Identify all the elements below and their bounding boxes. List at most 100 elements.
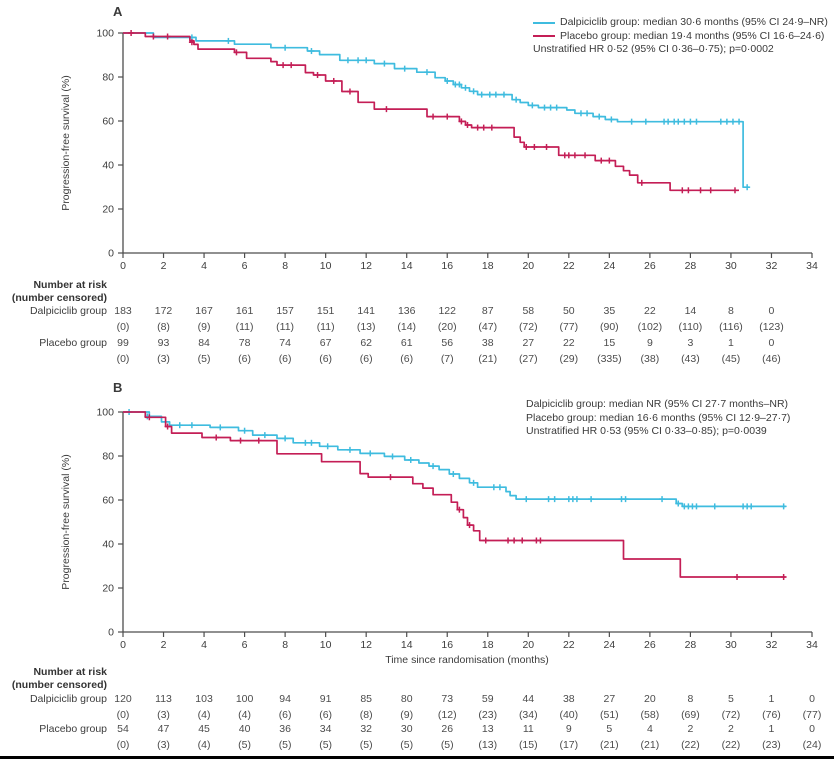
legend-row-placebo-a: Placebo group: median 19·4 months (95% C… bbox=[533, 30, 828, 44]
risk-count-cell: 85 bbox=[360, 693, 373, 705]
risk-censored-cell: (0) bbox=[116, 353, 130, 365]
risk-censored-cell: (69) bbox=[681, 709, 700, 721]
risk-censored-cell: (27) bbox=[518, 353, 538, 365]
legend-text: Dalpiciclib group: median 30·6 months (9… bbox=[560, 16, 828, 28]
legend-text: Unstratified HR 0·53 (95% CI 0·33–0·85);… bbox=[526, 425, 767, 437]
risk-count-cell: 2 bbox=[687, 723, 694, 735]
x-tick-label: 14 bbox=[401, 639, 413, 651]
risk-censored-cell: (51) bbox=[600, 709, 619, 721]
risk-header-line2-b: (number censored) bbox=[11, 679, 107, 691]
risk-count-cell: 22 bbox=[562, 337, 575, 349]
risk-count-cell: 26 bbox=[441, 723, 454, 735]
risk-censored-cell: (8) bbox=[157, 321, 170, 333]
risk-row-label: Placebo group bbox=[39, 723, 107, 735]
risk-censored-cell: (23) bbox=[762, 739, 781, 751]
risk-censored-cell: (17) bbox=[559, 739, 579, 751]
risk-count-cell: 161 bbox=[235, 305, 254, 317]
risk-count-cell: 0 bbox=[809, 693, 815, 705]
risk-censored-cell: (5) bbox=[440, 739, 454, 751]
risk-censored-cell: (43) bbox=[681, 353, 700, 365]
legend-text: Dalpiciclib group: median NR (95% CI 27·… bbox=[526, 398, 789, 410]
risk-censored-cell: (90) bbox=[600, 321, 619, 333]
risk-censored-cell: (6) bbox=[400, 353, 414, 365]
dalpiciclib-line-swatch bbox=[533, 21, 555, 24]
bottom-rule bbox=[0, 756, 834, 759]
x-tick-label: 18 bbox=[482, 260, 494, 272]
risk-censored-cell: (5) bbox=[319, 739, 333, 751]
y-tick-label: 100 bbox=[96, 407, 114, 419]
risk-count-cell: 151 bbox=[316, 305, 335, 317]
risk-censored-cell: (34) bbox=[518, 709, 538, 721]
risk-count-cell: 3 bbox=[687, 337, 694, 349]
risk-censored-cell: (24) bbox=[802, 739, 822, 751]
risk-count-cell: 167 bbox=[195, 305, 213, 317]
legend-panel-a: Dalpiciclib group: median 30·6 months (9… bbox=[533, 16, 828, 57]
y-tick-label: 80 bbox=[102, 451, 114, 463]
risk-censored-cell: (4) bbox=[238, 709, 251, 721]
risk-censored-cell: (123) bbox=[759, 321, 784, 333]
risk-censored-cell: (4) bbox=[197, 739, 211, 751]
risk-censored-cell: (40) bbox=[559, 709, 579, 721]
risk-count-cell: 61 bbox=[400, 337, 413, 349]
risk-count-cell: 45 bbox=[198, 723, 210, 735]
risk-censored-cell: (4) bbox=[197, 709, 211, 721]
risk-count-cell: 78 bbox=[238, 337, 251, 349]
x-tick-label: 32 bbox=[766, 260, 778, 272]
risk-censored-cell: (102) bbox=[637, 321, 663, 333]
risk-count-cell: 11 bbox=[522, 723, 534, 735]
risk-censored-cell: (11) bbox=[316, 321, 335, 333]
x-tick-label: 34 bbox=[806, 639, 818, 651]
legend-row-hr-a: Unstratified HR 0·52 (95% CI 0·36–0·75);… bbox=[533, 43, 828, 57]
panel-a-label: A bbox=[113, 4, 123, 19]
risk-count-cell: 34 bbox=[319, 723, 332, 735]
risk-censored-cell: (13) bbox=[478, 739, 498, 751]
risk-censored-cell: (21) bbox=[640, 739, 660, 751]
risk-censored-cell: (15) bbox=[518, 739, 538, 751]
risk-censored-cell: (20) bbox=[437, 321, 457, 333]
risk-count-cell: 1 bbox=[768, 723, 775, 735]
risk-count-cell: 9 bbox=[565, 723, 572, 735]
risk-header-line1-a: Number at risk bbox=[33, 279, 107, 291]
y-tick-label: 100 bbox=[96, 28, 114, 40]
risk-censored-cell: (3) bbox=[157, 353, 170, 365]
risk-row-label: Placebo group bbox=[39, 337, 107, 349]
risk-count-cell: 5 bbox=[606, 723, 613, 735]
x-tick-label: 0 bbox=[120, 260, 126, 272]
x-tick-label: 10 bbox=[320, 260, 332, 272]
risk-count-cell: 0 bbox=[809, 723, 815, 735]
risk-count-cell: 38 bbox=[562, 693, 575, 705]
risk-censored-cell: (22) bbox=[681, 739, 700, 751]
y-tick-label: 60 bbox=[102, 116, 114, 128]
risk-censored-cell: (110) bbox=[678, 321, 703, 333]
x-tick-label: 14 bbox=[401, 260, 413, 272]
risk-count-cell: 14 bbox=[684, 305, 697, 317]
risk-count-cell: 84 bbox=[198, 337, 210, 349]
x-tick-label: 20 bbox=[522, 639, 534, 651]
x-tick-label: 24 bbox=[604, 639, 616, 651]
x-tick-label: 16 bbox=[441, 639, 453, 651]
risk-count-cell: 50 bbox=[562, 305, 575, 317]
risk-header-line1-b: Number at risk bbox=[33, 666, 107, 678]
x-tick-label: 22 bbox=[563, 260, 575, 272]
risk-censored-cell: (9) bbox=[197, 321, 211, 333]
risk-censored-cell: (22) bbox=[721, 739, 741, 751]
risk-censored-cell: (72) bbox=[518, 321, 538, 333]
risk-censored-cell: (12) bbox=[437, 709, 457, 721]
risk-count-cell: 62 bbox=[360, 337, 373, 349]
risk-count-cell: 100 bbox=[235, 693, 254, 705]
risk-censored-cell: (6) bbox=[319, 709, 333, 721]
risk-count-cell: 120 bbox=[114, 693, 132, 705]
x-tick-label: 6 bbox=[242, 260, 248, 272]
risk-count-cell: 0 bbox=[768, 337, 775, 349]
x-tick-label: 0 bbox=[120, 639, 126, 651]
risk-count-cell: 4 bbox=[646, 723, 653, 735]
risk-count-cell: 30 bbox=[400, 723, 413, 735]
legend-text: Placebo group: median 19·4 months (95% C… bbox=[560, 29, 825, 42]
risk-censored-cell: (11) bbox=[276, 321, 295, 333]
risk-censored-cell: (11) bbox=[235, 321, 254, 333]
risk-count-cell: 27 bbox=[603, 693, 616, 705]
x-tick-label: 4 bbox=[201, 260, 207, 272]
y-tick-label: 80 bbox=[102, 72, 114, 84]
risk-count-cell: 91 bbox=[319, 693, 332, 705]
